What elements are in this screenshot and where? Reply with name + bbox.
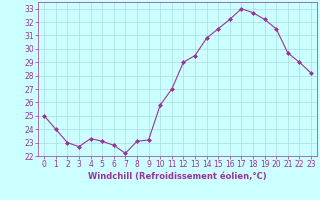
X-axis label: Windchill (Refroidissement éolien,°C): Windchill (Refroidissement éolien,°C) <box>88 172 267 181</box>
